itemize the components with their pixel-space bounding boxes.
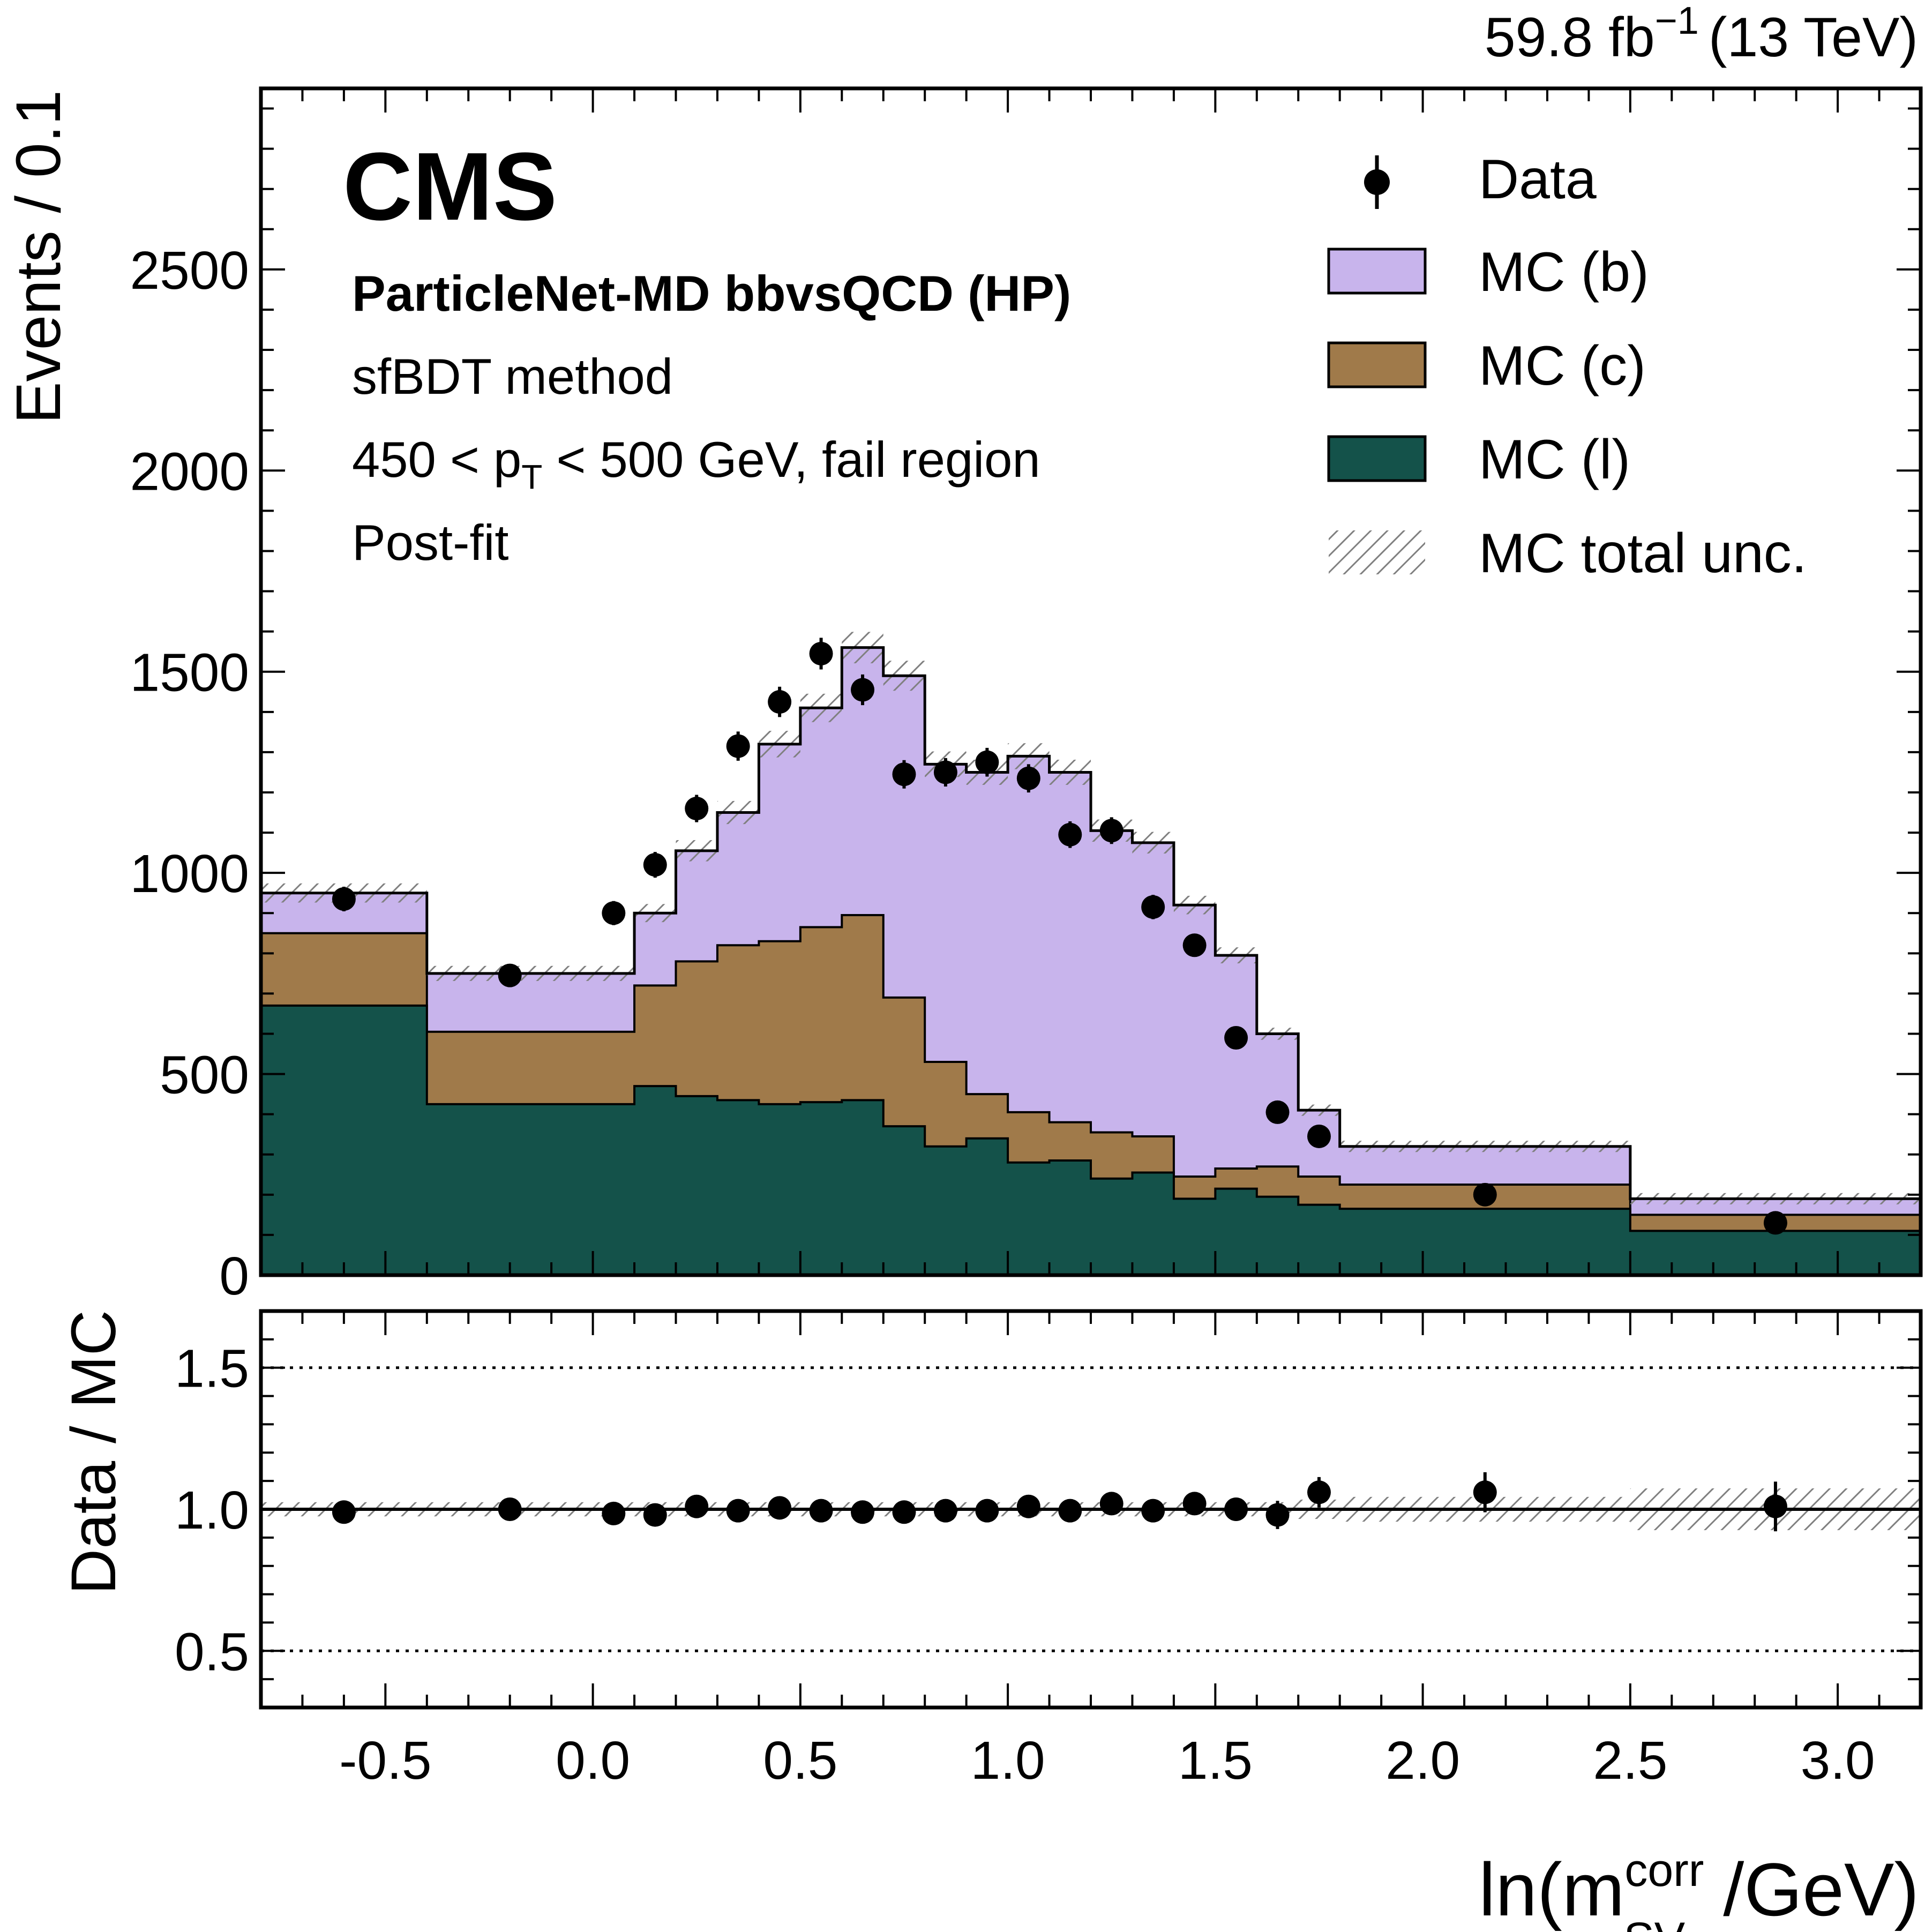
series-mc-c-edge [261, 913, 1921, 1216]
ratio-point [892, 1500, 916, 1524]
legend: Data MC (b) MC (c) MC (l) MC total unc. [1327, 148, 1807, 585]
data-point [851, 678, 875, 702]
legend-unc-label: MC total unc. [1479, 522, 1807, 585]
data-point [1763, 1211, 1787, 1235]
ratio-point [1265, 1503, 1290, 1527]
legend-mc-c-swatch [1327, 341, 1427, 388]
y-axis-title-ratio: Data / MC [58, 1310, 129, 1594]
mc-total-line [259, 646, 1922, 1275]
ratio-y-tick-label: 0.5 [175, 1622, 249, 1682]
data-point [643, 853, 667, 877]
ratio-panel-content [261, 1366, 1921, 1652]
ratio-y-tick-label: 1.5 [175, 1339, 249, 1399]
ratio-point [1099, 1492, 1123, 1516]
y-tick-label: 1000 [130, 844, 249, 904]
ratio-point [602, 1501, 626, 1525]
ratio-point [685, 1494, 709, 1518]
ratio-point [768, 1496, 792, 1520]
ratio-point [1307, 1480, 1331, 1504]
data-point [1473, 1182, 1497, 1207]
data-point [892, 762, 916, 787]
legend-mc-b-label: MC (b) [1479, 241, 1649, 303]
data-point [1058, 822, 1082, 847]
legend-mc-b-swatch [1327, 248, 1427, 295]
data-point [602, 901, 626, 925]
data-point [685, 797, 709, 821]
data-point [1307, 1124, 1331, 1148]
legend-mc-l-swatch [1327, 435, 1427, 482]
ratio-point [1473, 1480, 1497, 1504]
series-mc-l-area [261, 1005, 1921, 1275]
top-panel-frame [259, 86, 1923, 1277]
y-tick-label: 0 [219, 1246, 249, 1306]
data-point [1182, 933, 1207, 957]
ratio-point [1058, 1499, 1082, 1523]
method-label: sfBDT method [352, 348, 673, 405]
ratio-point [498, 1497, 522, 1521]
x-tick-label: 0.0 [556, 1731, 630, 1791]
ratio-point [809, 1499, 833, 1523]
data-point [1224, 1026, 1248, 1050]
pt-region-label: 450 < pT < 500 GeV, fail region [352, 431, 1040, 496]
data-point [498, 963, 522, 987]
stacked-histogram [261, 646, 1921, 1275]
axis-ticks: -0.5 0.0 0.5 1.0 1.5 2.0 2.5 3.0 0 500 1000 1500 200… [130, 88, 1922, 1791]
data-point [726, 734, 750, 758]
data-point [1016, 766, 1040, 790]
y-tick-label: 2000 [130, 441, 249, 501]
legend-unc-swatch [1329, 530, 1425, 574]
ratio-point [1182, 1492, 1207, 1516]
mc-total-outline [259, 646, 1922, 1275]
x-tick-label: 2.0 [1385, 1731, 1460, 1791]
tagger-label: ParticleNet-MD bbvsQCD (HP) [352, 265, 1071, 321]
data-points [332, 638, 1787, 1235]
legend-data-label: Data [1479, 148, 1597, 211]
data-point [1265, 1100, 1290, 1124]
series-mc-l-edge [261, 1004, 1921, 1232]
data-point [933, 760, 957, 784]
x-tick-label: 3.0 [1801, 1731, 1875, 1791]
y-tick-label: 2500 [130, 241, 249, 301]
ratio-point [851, 1500, 875, 1524]
x-tick-label: 0.5 [763, 1731, 837, 1791]
ratio-point [975, 1499, 999, 1523]
ratio-point [1763, 1494, 1787, 1518]
cms-label: CMS [343, 133, 557, 241]
ratio-point [1141, 1499, 1165, 1523]
ratio-point [643, 1503, 667, 1527]
x-tick-label: 2.5 [1593, 1731, 1667, 1791]
y-tick-label: 1500 [130, 643, 249, 703]
data-point [332, 887, 356, 911]
data-point [809, 641, 833, 665]
data-point [1141, 895, 1165, 919]
x-tick-label: 1.5 [1178, 1731, 1253, 1791]
ratio-point [933, 1499, 957, 1523]
data-point [768, 690, 792, 714]
x-tick-label: -0.5 [339, 1731, 431, 1791]
postfit-label: Post-fit [352, 514, 509, 571]
ratio-point [332, 1500, 356, 1524]
y-axis-title-top: Events / 0.1 [3, 90, 74, 424]
ratio-panel-frame [259, 1309, 1923, 1710]
x-axis-title: ln(mcorrSV1 /GeV) [1479, 1845, 1919, 1932]
y-tick-label: 500 [160, 1045, 249, 1105]
lumi-label: 59.8 fb−1 (13 TeV) [1485, 0, 1918, 69]
legend-data-marker [1364, 155, 1390, 209]
data-point [975, 750, 999, 774]
data-point [1099, 819, 1123, 843]
x-tick-label: 1.0 [971, 1731, 1045, 1791]
ratio-point [1224, 1497, 1248, 1521]
ratio-y-tick-label: 1.0 [175, 1480, 249, 1540]
legend-mc-c-label: MC (c) [1479, 335, 1646, 397]
legend-mc-l-label: MC (l) [1479, 429, 1630, 491]
ratio-point [726, 1499, 750, 1523]
ratio-point [1016, 1494, 1040, 1518]
